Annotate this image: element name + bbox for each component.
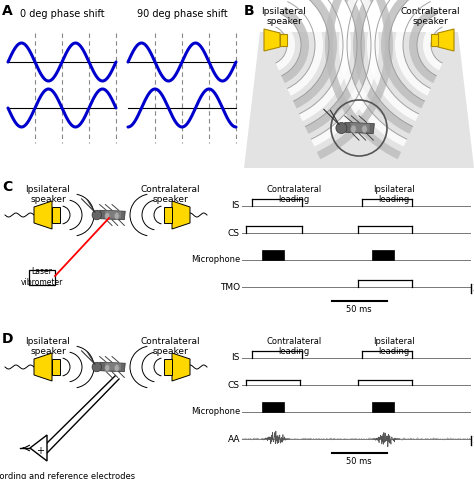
Text: Ipsilateral
leading: Ipsilateral leading [373,337,415,356]
Polygon shape [100,362,125,372]
Text: 375 mV: 375 mV [473,284,474,293]
Text: IS: IS [232,202,240,210]
Text: 50 ms: 50 ms [346,305,372,314]
Ellipse shape [114,365,119,371]
Ellipse shape [105,213,109,219]
Text: CS: CS [228,380,240,389]
Text: Ipsilateral
speaker: Ipsilateral speaker [262,7,306,26]
Wedge shape [293,0,337,108]
Text: TMO: TMO [220,283,240,292]
Text: D: D [2,332,13,346]
Text: Ipsilateral
leading: Ipsilateral leading [373,185,415,205]
Ellipse shape [351,125,356,133]
Ellipse shape [105,365,109,371]
Text: Contralateral
leading: Contralateral leading [266,185,322,205]
Polygon shape [244,32,474,168]
Polygon shape [104,210,121,219]
Text: B: B [244,4,255,18]
FancyBboxPatch shape [29,270,55,285]
Text: Ipsilateral
speaker: Ipsilateral speaker [26,337,71,356]
Wedge shape [409,7,437,83]
Wedge shape [325,0,401,159]
Wedge shape [381,0,425,108]
Text: C: C [2,180,12,194]
FancyBboxPatch shape [431,34,438,46]
Text: Ipsilateral
speaker: Ipsilateral speaker [26,185,71,205]
Polygon shape [52,207,60,223]
Polygon shape [172,353,190,381]
Text: Microphone: Microphone [191,408,240,417]
Circle shape [92,362,101,372]
Polygon shape [34,201,52,229]
Wedge shape [305,0,365,134]
Polygon shape [52,359,60,375]
Text: AA: AA [228,434,240,444]
Polygon shape [104,362,121,371]
Wedge shape [423,20,443,70]
Wedge shape [317,0,393,159]
Polygon shape [100,210,125,220]
Text: CS: CS [228,228,240,238]
Text: 50 ms: 50 ms [346,457,372,466]
Polygon shape [164,207,172,223]
Polygon shape [164,359,172,375]
Polygon shape [438,29,454,51]
Circle shape [92,210,101,220]
Text: Contralateral
speaker: Contralateral speaker [400,7,460,26]
Text: Contralateral
speaker: Contralateral speaker [140,337,200,356]
Text: 0 deg phase shift: 0 deg phase shift [20,9,104,19]
FancyBboxPatch shape [262,250,284,260]
Circle shape [336,123,347,134]
Text: Laser
vibrometer: Laser vibrometer [21,267,63,287]
Text: Recording and reference electrodes: Recording and reference electrodes [0,472,136,479]
Wedge shape [395,0,431,96]
Polygon shape [345,123,374,134]
Text: IS: IS [232,354,240,363]
Text: 1 mV: 1 mV [473,436,474,445]
Ellipse shape [114,213,119,219]
Ellipse shape [362,125,367,133]
Polygon shape [34,353,52,381]
Polygon shape [350,123,370,132]
FancyBboxPatch shape [280,34,287,46]
Wedge shape [339,0,407,147]
Text: Contralateral
speaker: Contralateral speaker [140,185,200,205]
Wedge shape [287,0,323,96]
Text: 90 deg phase shift: 90 deg phase shift [137,9,228,19]
Wedge shape [299,0,351,121]
FancyBboxPatch shape [262,402,284,412]
Polygon shape [172,201,190,229]
Wedge shape [275,20,295,70]
Polygon shape [264,29,280,51]
Polygon shape [30,435,47,461]
Wedge shape [311,0,379,147]
Wedge shape [282,7,309,83]
FancyBboxPatch shape [372,250,394,260]
Text: A: A [2,4,13,18]
Text: Microphone: Microphone [191,255,240,264]
FancyBboxPatch shape [372,402,394,412]
Wedge shape [367,0,419,121]
Wedge shape [353,0,413,134]
Text: Contralateral
leading: Contralateral leading [266,337,322,356]
Text: +: + [36,446,44,456]
